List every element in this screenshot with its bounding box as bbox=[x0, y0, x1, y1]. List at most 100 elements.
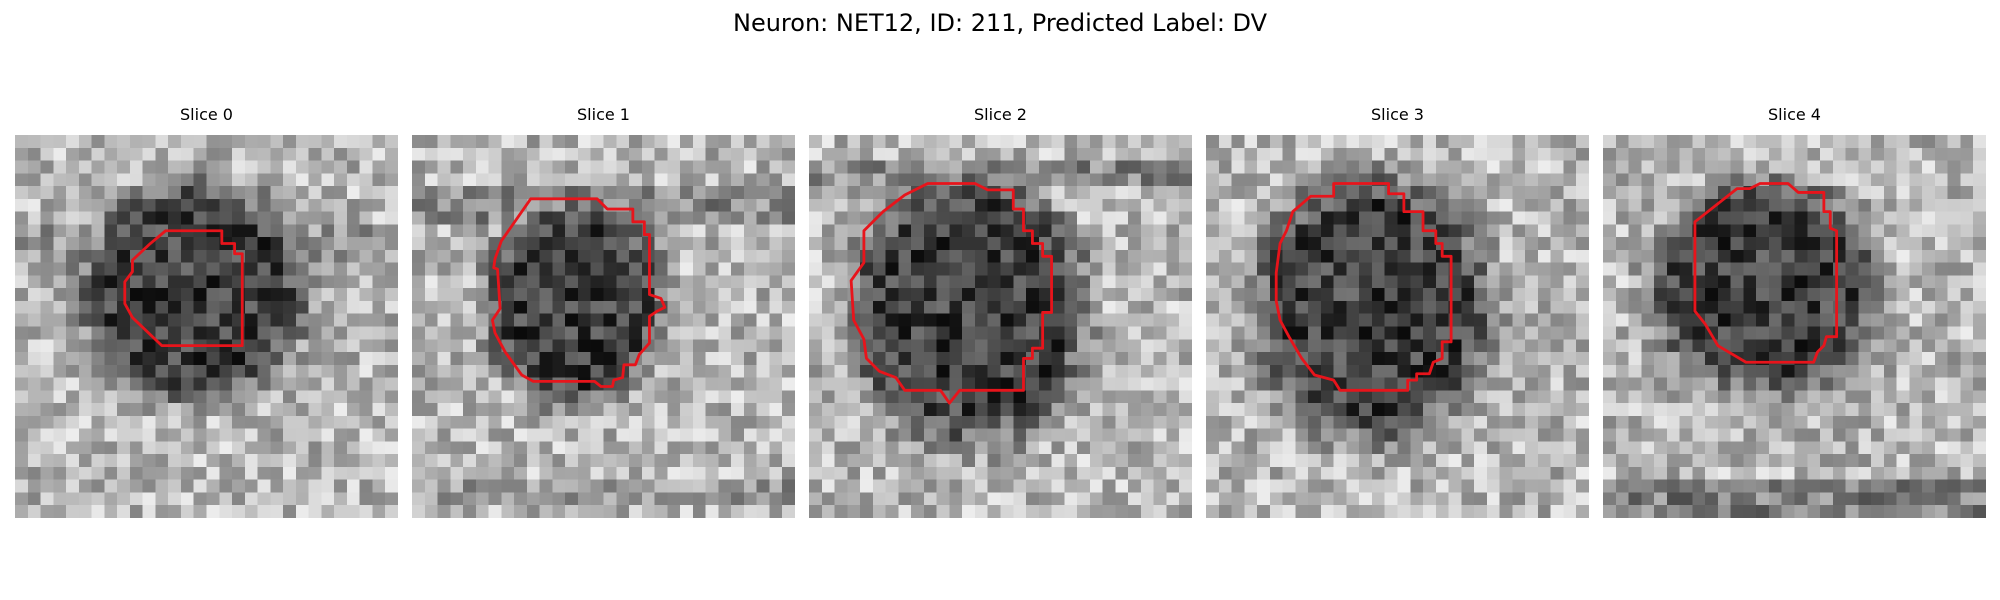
image-pixel bbox=[565, 479, 579, 493]
image-pixel bbox=[1858, 441, 1872, 455]
image-pixel bbox=[219, 492, 233, 506]
image-pixel bbox=[1858, 173, 1872, 187]
image-pixel bbox=[590, 224, 604, 238]
image-pixel bbox=[1666, 135, 1680, 149]
image-pixel bbox=[1410, 237, 1424, 251]
image-pixel bbox=[1026, 300, 1040, 314]
image-pixel bbox=[1064, 198, 1078, 212]
image-pixel bbox=[1832, 466, 1846, 480]
image-pixel bbox=[872, 160, 886, 174]
image-pixel bbox=[334, 428, 348, 442]
image-pixel bbox=[1206, 186, 1220, 200]
image-pixel bbox=[40, 428, 54, 442]
image-pixel bbox=[629, 428, 643, 442]
image-pixel bbox=[834, 237, 848, 251]
image-pixel bbox=[295, 454, 309, 468]
image-pixel bbox=[667, 288, 681, 302]
image-pixel bbox=[1883, 441, 1897, 455]
image-pixel bbox=[1461, 390, 1475, 404]
image-pixel bbox=[705, 262, 719, 276]
image-pixel bbox=[1474, 466, 1488, 480]
image-pixel bbox=[1563, 313, 1577, 327]
image-pixel bbox=[53, 479, 67, 493]
image-pixel bbox=[756, 505, 770, 518]
image-pixel bbox=[1410, 173, 1424, 187]
image-pixel bbox=[270, 275, 284, 289]
image-pixel bbox=[1922, 249, 1936, 263]
image-pixel bbox=[1282, 160, 1296, 174]
image-pixel bbox=[346, 147, 360, 161]
image-pixel bbox=[1359, 377, 1373, 391]
image-pixel bbox=[743, 186, 757, 200]
image-pixel bbox=[206, 479, 220, 493]
image-pixel bbox=[1089, 173, 1103, 187]
image-pixel bbox=[1051, 135, 1065, 149]
image-pixel bbox=[1537, 339, 1551, 353]
image-pixel bbox=[1038, 300, 1052, 314]
image-pixel bbox=[936, 224, 950, 238]
image-pixel bbox=[860, 466, 874, 480]
image-pixel bbox=[1768, 237, 1782, 251]
image-pixel bbox=[1743, 300, 1757, 314]
image-pixel bbox=[1756, 505, 1770, 518]
image-pixel bbox=[424, 479, 438, 493]
image-pixel bbox=[1525, 326, 1539, 340]
image-pixel bbox=[834, 339, 848, 353]
image-pixel bbox=[1922, 441, 1936, 455]
image-pixel bbox=[1231, 466, 1245, 480]
image-pixel bbox=[834, 505, 848, 518]
image-pixel bbox=[1448, 147, 1462, 161]
image-pixel bbox=[1320, 352, 1334, 366]
image-pixel bbox=[1576, 211, 1589, 225]
image-pixel bbox=[1654, 313, 1668, 327]
image-pixel bbox=[219, 300, 233, 314]
image-pixel bbox=[629, 147, 643, 161]
image-pixel bbox=[1692, 441, 1706, 455]
image-pixel bbox=[1973, 454, 1986, 468]
image-pixel bbox=[1410, 249, 1424, 263]
image-pixel bbox=[1756, 300, 1770, 314]
image-pixel bbox=[308, 186, 322, 200]
image-pixel bbox=[1832, 403, 1846, 417]
image-pixel bbox=[1550, 454, 1564, 468]
image-pixel bbox=[1410, 186, 1424, 200]
image-pixel bbox=[1308, 300, 1322, 314]
image-pixel bbox=[1089, 249, 1103, 263]
image-pixel bbox=[756, 390, 770, 404]
image-pixel bbox=[769, 390, 783, 404]
image-pixel bbox=[142, 479, 156, 493]
image-pixel bbox=[295, 173, 309, 187]
image-pixel bbox=[27, 352, 41, 366]
image-pixel bbox=[1064, 313, 1078, 327]
image-pixel bbox=[1371, 390, 1385, 404]
image-pixel bbox=[962, 275, 976, 289]
image-pixel bbox=[821, 224, 835, 238]
image-pixel bbox=[463, 326, 477, 340]
image-pixel bbox=[680, 262, 694, 276]
image-pixel bbox=[1756, 262, 1770, 276]
image-pixel bbox=[385, 428, 398, 442]
image-pixel bbox=[1947, 135, 1961, 149]
image-pixel bbox=[1051, 237, 1065, 251]
image-pixel bbox=[1922, 237, 1936, 251]
image-pixel bbox=[359, 428, 373, 442]
image-pixel bbox=[860, 403, 874, 417]
image-pixel bbox=[974, 262, 988, 276]
image-pixel bbox=[654, 505, 668, 518]
image-pixel bbox=[308, 275, 322, 289]
image-pixel bbox=[552, 339, 566, 353]
image-pixel bbox=[27, 505, 41, 518]
image-pixel bbox=[872, 377, 886, 391]
image-pixel bbox=[1666, 173, 1680, 187]
image-pixel bbox=[1909, 505, 1923, 518]
image-pixel bbox=[168, 415, 182, 429]
image-pixel bbox=[104, 364, 118, 378]
image-pixel bbox=[1282, 262, 1296, 276]
image-pixel bbox=[180, 300, 194, 314]
image-pixel bbox=[1717, 326, 1731, 340]
image-pixel bbox=[1371, 288, 1385, 302]
image-pixel bbox=[270, 352, 284, 366]
image-pixel bbox=[257, 339, 271, 353]
image-pixel bbox=[1397, 262, 1411, 276]
image-pixel bbox=[756, 147, 770, 161]
